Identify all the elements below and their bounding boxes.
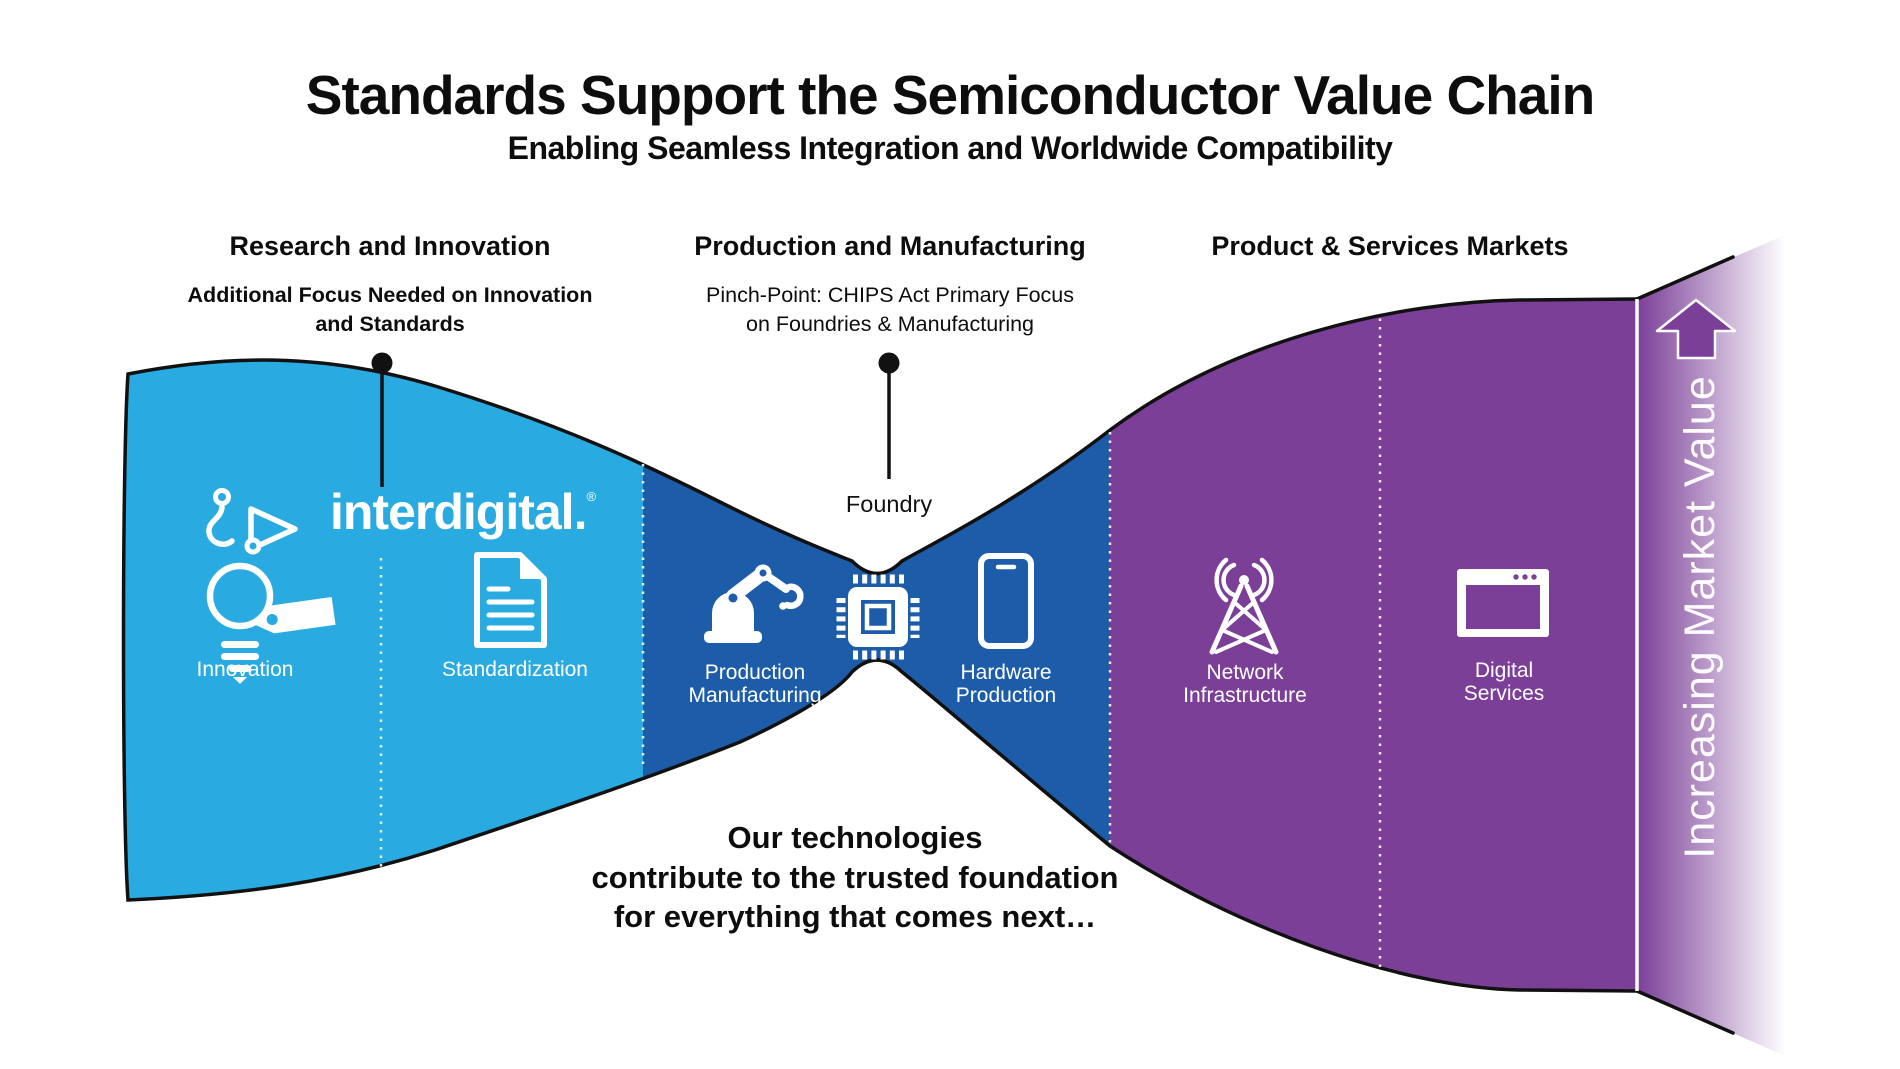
radio-tower-icon <box>1209 557 1279 655</box>
chip-icon <box>836 574 920 660</box>
label-production-line-1: Production <box>704 661 806 684</box>
robot-arm-icon <box>704 564 804 643</box>
interdigital-logo-text: interdigital.® <box>330 483 596 541</box>
callout-dot-foundry <box>878 352 900 374</box>
foundry-label: Foundry <box>845 491 933 517</box>
callout-research-line-2: and Standards <box>315 312 465 336</box>
browser-icon <box>1457 569 1549 637</box>
callout-text-pinch-point: Pinch-Point: CHIPS Act Primary Focus on … <box>590 281 1190 339</box>
bottom-note-line-3: for everything that comes next… <box>613 899 1097 934</box>
increasing-market-value-label: Increasing Market Value <box>1676 375 1724 859</box>
page-title: Standards Support the Semiconductor Valu… <box>305 64 1595 126</box>
callout-dot-research <box>371 352 393 374</box>
label-standardization: Standardization <box>442 658 588 681</box>
up-arrow-icon <box>1655 298 1737 360</box>
label-production-line-2: Manufacturing <box>688 684 822 707</box>
label-production-manufacturing: Production Manufacturing <box>655 661 855 707</box>
label-digital-services: Digital Services <box>1404 659 1604 705</box>
callout-pinch-line-1: Pinch-Point: CHIPS Act Primary Focus <box>706 283 1074 307</box>
label-innovation: Innovation <box>196 658 294 681</box>
bowtie-outline <box>121 297 1638 993</box>
markets-section-shape <box>1110 299 1637 991</box>
callout-research <box>371 352 393 487</box>
brand-name: interdigital. <box>330 484 587 540</box>
smartphone-icon <box>978 553 1034 649</box>
bottom-note: Our technologies contribute to the trust… <box>430 818 1280 937</box>
label-network-line-1: Network <box>1206 661 1284 684</box>
market-value-band <box>1635 222 1815 1069</box>
lightbulb-tag-icon <box>206 562 336 684</box>
page-subtitle: Enabling Seamless Integration and Worldw… <box>507 130 1393 166</box>
header-product-services-markets: Product & Services Markets <box>1211 231 1569 261</box>
callout-foundry <box>878 352 900 479</box>
label-hardware-line-2: Production <box>955 684 1057 707</box>
bottom-note-line-1: Our technologies <box>727 820 983 855</box>
label-network-infrastructure: Network Infrastructure <box>1145 661 1345 707</box>
section-dividers <box>379 310 1382 977</box>
label-hardware-line-1: Hardware <box>960 661 1052 684</box>
label-hardware-production: Hardware Production <box>906 661 1106 707</box>
header-production-manufacturing: Production and Manufacturing <box>694 231 1086 261</box>
header-research-innovation: Research and Innovation <box>229 231 551 261</box>
registered-mark: ® <box>586 489 597 504</box>
callout-text-research: Additional Focus Needed on Innovation an… <box>90 281 690 339</box>
label-network-line-2: Infrastructure <box>1183 684 1307 707</box>
label-digital-line-1: Digital <box>1474 659 1534 682</box>
callout-research-line-1: Additional Focus Needed on Innovation <box>187 283 593 307</box>
callout-pinch-line-2: on Foundries & Manufacturing <box>745 312 1035 336</box>
label-digital-line-2: Services <box>1463 682 1545 705</box>
document-icon <box>474 552 547 648</box>
interdigital-logo-icon <box>206 488 298 555</box>
bottom-note-line-2: contribute to the trusted foundation <box>591 859 1119 895</box>
